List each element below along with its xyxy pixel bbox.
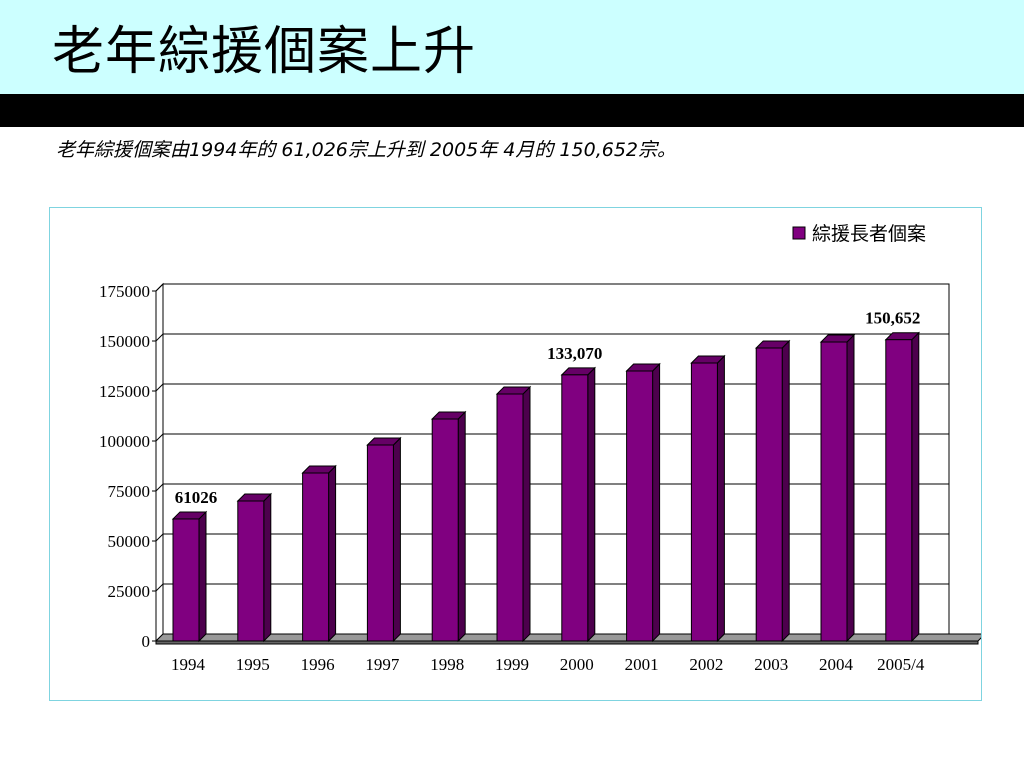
bar-2000 [560,366,597,643]
bar-1994 [171,510,208,643]
bar-side-face [587,366,596,643]
bar-front-face [431,418,459,642]
bar-side-face [652,362,661,643]
title-band [0,0,1024,94]
x-axis-ticks: 1994 1995 1996 1997 1998 1999 2000 2001 2002 2003… [171,655,925,674]
slide-subtitle: 老年綜援個案由1994年的 61,026宗上升到 2005年 4月的 150,6… [56,139,677,161]
bar-front-face [626,370,654,642]
bar-1999 [495,385,532,643]
bar-2001 [625,362,661,643]
bar-front-face [366,444,394,642]
x-tick-label: 1998 [430,655,464,674]
gridline-side [155,533,164,542]
x-tick-label: 2003 [754,655,788,674]
x-tick-label: 2005/4 [877,655,925,674]
bar-front-face [561,374,589,642]
bar-front-face [496,393,524,642]
bar-side-face [781,339,790,643]
y-tick-label: 50000 [108,532,151,551]
bar-side-face [846,333,855,643]
bar-1998 [430,410,467,643]
gridline-side [155,583,164,592]
bar-1995 [236,492,273,643]
bar-1997 [366,436,402,643]
bar-2004 [819,333,856,643]
y-tick-label: 0 [142,632,151,651]
chart-frame: 0 25000 50000 75000 100000 125000 150000 175000… [49,207,982,701]
bar-front-face [820,341,848,642]
y-axis-ticks: 0 25000 50000 75000 100000 125000 150000 175000 [99,282,156,651]
bar-front-face [885,339,913,642]
bar-side-face [457,410,466,643]
data-labels: 61026 133,070 150,652 [175,309,921,507]
x-tick-label: 1994 [171,655,206,674]
bar-chart: 0 25000 50000 75000 100000 125000 150000 175000… [99,223,981,674]
gridline-side [155,333,164,342]
bar-side-face [911,331,920,643]
gridline-side [155,283,164,292]
bar-front-face [755,347,783,642]
x-tick-label: 1995 [236,655,270,674]
bar-2005/4 [884,331,921,643]
bar-front-face [690,362,718,642]
y-tick-label: 75000 [108,482,151,501]
legend-label: 綜援長者個案 [812,223,926,245]
grid-layer [155,282,950,643]
y-tick-label: 100000 [99,432,150,451]
data-label: 133,070 [547,344,602,363]
bar-side-face [328,464,337,643]
data-label: 150,652 [865,309,920,328]
gridline-side [155,433,164,442]
bar-2002 [690,354,726,643]
data-label: 61026 [175,488,218,507]
title-divider-bar [0,94,1024,127]
bar-side-face [392,436,401,643]
y-tick-label: 25000 [108,582,151,601]
y-tick-label: 175000 [99,282,150,301]
bar-front-face [302,472,330,642]
chart-legend: 綜援長者個案 [792,223,926,245]
y-tick-label: 150000 [99,332,150,351]
x-tick-label: 2000 [560,655,594,674]
gridline-side [155,383,164,392]
bar-1996 [301,464,337,643]
x-tick-label: 1997 [365,655,400,674]
bar-front-face [172,518,200,642]
bar-2003 [754,339,791,643]
x-tick-label: 1996 [301,655,335,674]
bar-side-face [198,510,207,643]
bar-side-face [522,385,531,643]
bar-front-face [237,500,265,642]
x-tick-label: 2001 [625,655,659,674]
gridline-side [155,483,164,492]
slide-title: 老年綜援個案上升 [52,22,477,82]
x-tick-label: 2004 [819,655,854,674]
legend-swatch [792,226,806,240]
plot-back-wall [162,283,950,635]
x-tick-label: 2002 [689,655,723,674]
bars-layer [171,331,921,643]
bar-side-face [263,492,272,643]
bar-side-face [716,354,725,643]
x-tick-label: 1999 [495,655,529,674]
y-tick-label: 125000 [99,382,150,401]
